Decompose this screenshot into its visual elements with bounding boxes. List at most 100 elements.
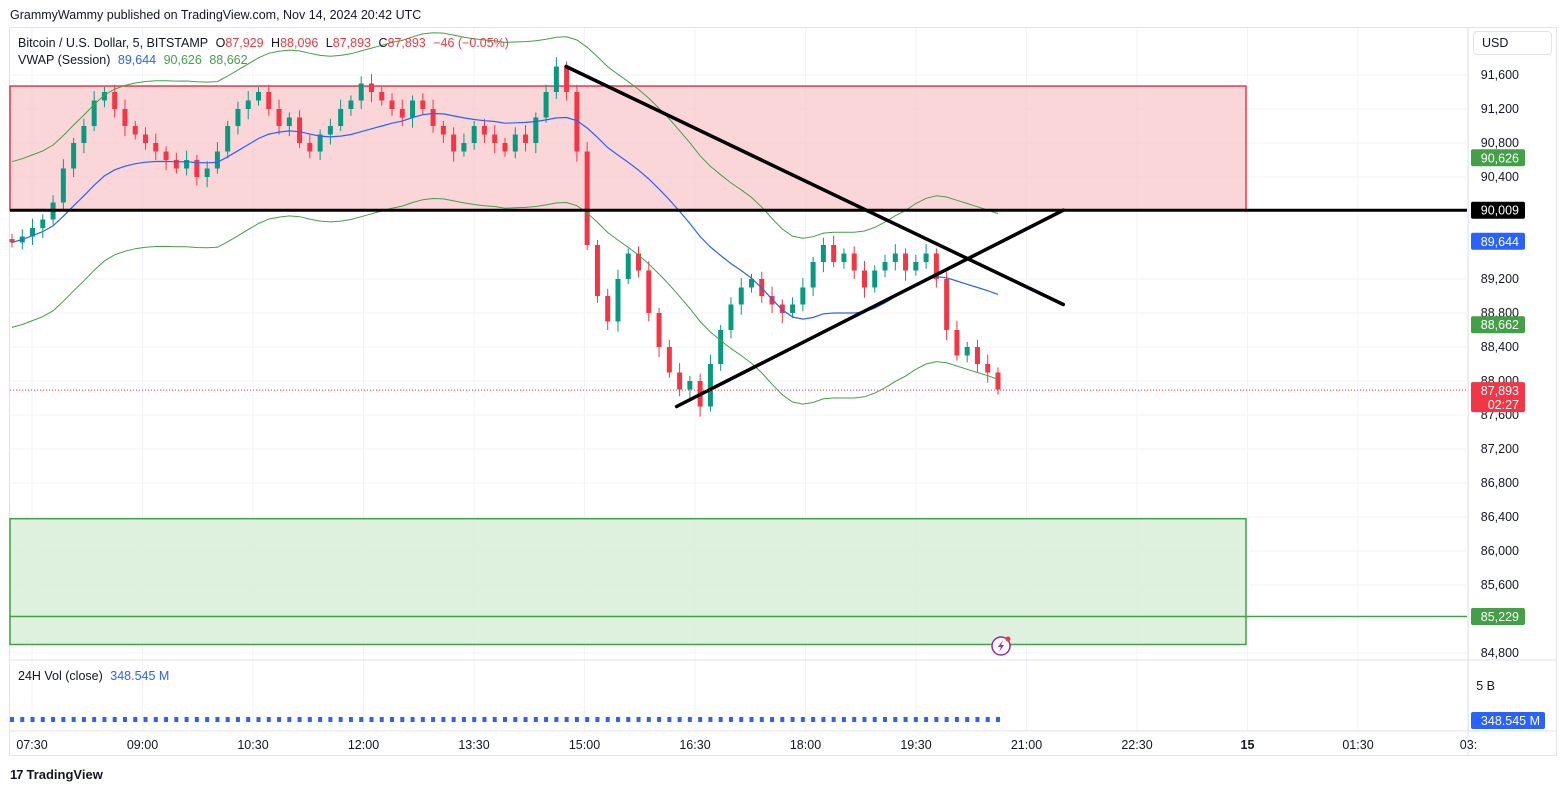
candle xyxy=(564,66,570,92)
volume-bar xyxy=(564,717,569,722)
volume-bar xyxy=(215,717,220,722)
volume-bar xyxy=(585,717,590,722)
trend-line[interactable] xyxy=(674,208,1066,409)
volume-bar xyxy=(235,717,240,722)
candle xyxy=(882,262,888,271)
volume-bar xyxy=(143,717,148,722)
candle xyxy=(307,143,313,152)
time-tick-label: 16:30 xyxy=(679,738,710,752)
candle xyxy=(820,245,826,262)
open-label: O xyxy=(215,36,226,50)
volume-bar xyxy=(30,717,35,722)
candle xyxy=(420,100,426,109)
currency-button[interactable]: USD xyxy=(1473,31,1552,55)
volume-bar xyxy=(615,717,620,722)
volume-bar xyxy=(708,717,713,722)
volume-bar xyxy=(934,717,939,722)
volume-bar xyxy=(318,717,323,722)
volume-bar xyxy=(92,717,97,722)
volume-bar xyxy=(698,717,703,722)
candle xyxy=(841,253,847,262)
price-tag-label: 90,009 xyxy=(1481,204,1519,218)
candle xyxy=(974,347,980,364)
volume-bar xyxy=(913,717,918,722)
candle xyxy=(430,109,436,126)
vwap-value: 89,644 xyxy=(117,53,157,67)
candle xyxy=(461,143,467,152)
candle xyxy=(143,134,149,143)
volume-legend[interactable]: 24H Vol (close) 348.545 M xyxy=(18,669,173,683)
volume-bar xyxy=(20,717,25,722)
volume-label: 24H Vol (close) xyxy=(18,669,103,683)
volume-tag-label: 348.545 M xyxy=(1481,714,1540,728)
candle xyxy=(81,126,87,143)
volume-bar xyxy=(718,717,723,722)
time-tick-label: 15:00 xyxy=(569,738,600,752)
volume-bar xyxy=(359,717,364,722)
volume-bar xyxy=(533,717,538,722)
symbol-legend[interactable]: Bitcoin / U.S. Dollar, 5, BITSTAMP O87,9… xyxy=(18,36,513,50)
candle xyxy=(810,262,816,288)
candle xyxy=(636,253,642,271)
candle xyxy=(471,126,477,143)
price-tick-label: 85,600 xyxy=(1481,578,1519,592)
candle xyxy=(71,143,77,169)
tradingview-logo[interactable]: 17 TradingView xyxy=(10,767,103,782)
candle xyxy=(379,92,385,101)
high-label: H xyxy=(271,36,281,50)
volume-bar xyxy=(749,717,754,722)
candle xyxy=(933,253,939,279)
price-tick-label: 90,400 xyxy=(1481,170,1519,184)
volume-bar xyxy=(996,717,1000,722)
candle xyxy=(718,330,724,364)
volume-bar xyxy=(194,717,199,722)
trend-line[interactable] xyxy=(564,64,1066,307)
candle xyxy=(707,364,713,407)
candle xyxy=(214,151,220,169)
time-tick-label: 10:30 xyxy=(237,738,268,752)
volume-bar xyxy=(574,717,579,722)
volume-bar xyxy=(759,717,764,722)
time-tick-label: 03: xyxy=(1460,738,1477,752)
candle xyxy=(410,100,416,118)
volume-bar xyxy=(174,717,179,722)
vwap-line xyxy=(11,112,999,320)
vwap-legend[interactable]: VWAP (Session) 89,644 90,626 88,662 xyxy=(18,53,252,67)
vwap-lower-value: 88,662 xyxy=(209,53,248,67)
candle xyxy=(861,270,867,288)
candle xyxy=(800,287,806,305)
candle xyxy=(327,126,333,135)
volume-bar xyxy=(667,717,672,722)
candle xyxy=(399,109,405,118)
volume-bar xyxy=(872,717,877,722)
volume-bar xyxy=(595,717,600,722)
close-label: C xyxy=(378,36,388,50)
price-tick-label: 89,200 xyxy=(1481,272,1519,286)
lightning-bolt-glyph xyxy=(998,640,1004,652)
candle xyxy=(338,109,344,126)
volume-bar xyxy=(369,717,374,722)
candle xyxy=(553,66,559,92)
low-value: 87,893 xyxy=(332,36,371,50)
volume-bar xyxy=(164,717,169,722)
volume-bar xyxy=(728,717,733,722)
price-tag-label: 90,626 xyxy=(1481,151,1519,165)
volume-bar xyxy=(780,717,785,722)
volume-bar xyxy=(420,717,425,722)
volume-bar xyxy=(883,717,888,722)
candle xyxy=(451,134,457,152)
candle xyxy=(348,100,354,109)
candle xyxy=(153,143,159,152)
candle xyxy=(738,287,744,305)
countdown-label: 02:27 xyxy=(1488,398,1519,412)
candle xyxy=(995,372,1001,390)
candle xyxy=(60,168,66,203)
volume-bar xyxy=(903,717,908,722)
candle xyxy=(605,296,611,322)
time-tick-label: 01:30 xyxy=(1342,738,1373,752)
candle xyxy=(923,253,929,262)
volume-bar xyxy=(954,717,959,722)
volume-bar xyxy=(40,717,45,722)
candle xyxy=(440,126,446,135)
